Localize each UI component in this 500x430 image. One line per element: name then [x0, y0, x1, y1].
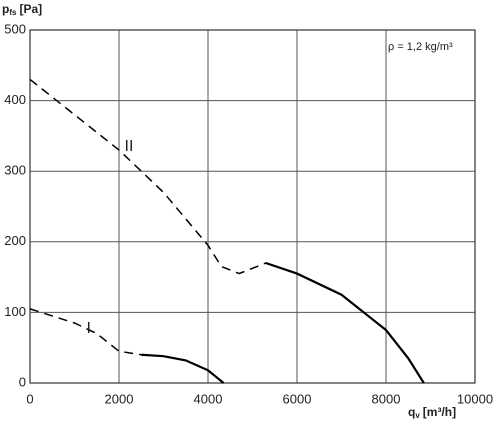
plot-frame	[29, 29, 476, 384]
x-tick-label: 0	[26, 391, 33, 406]
curve	[265, 261, 425, 384]
x-tick-label: 4000	[194, 391, 223, 406]
y-axis-label: pfs [Pa]	[2, 2, 42, 17]
y-tick-label: 100	[4, 304, 26, 319]
y-tick-label: 400	[4, 92, 26, 107]
curve-label: I	[87, 320, 91, 337]
curve	[29, 308, 142, 356]
y-tick-label: 0	[19, 374, 26, 389]
x-tick-label: 8000	[372, 391, 401, 406]
y-tick-label: 200	[4, 233, 26, 248]
annotation: ρ = 1,2 kg/m³	[388, 41, 453, 53]
x-tick-label: 2000	[105, 391, 134, 406]
x-axis-label: qv [m³/h]	[408, 405, 456, 420]
y-tick-label: 500	[4, 21, 26, 36]
curve-label: II	[125, 138, 134, 155]
x-tick-label: 10000	[457, 391, 493, 406]
y-tick-label: 300	[4, 163, 26, 178]
x-tick-label: 6000	[283, 391, 312, 406]
curve	[141, 353, 225, 384]
curve	[29, 78, 267, 275]
